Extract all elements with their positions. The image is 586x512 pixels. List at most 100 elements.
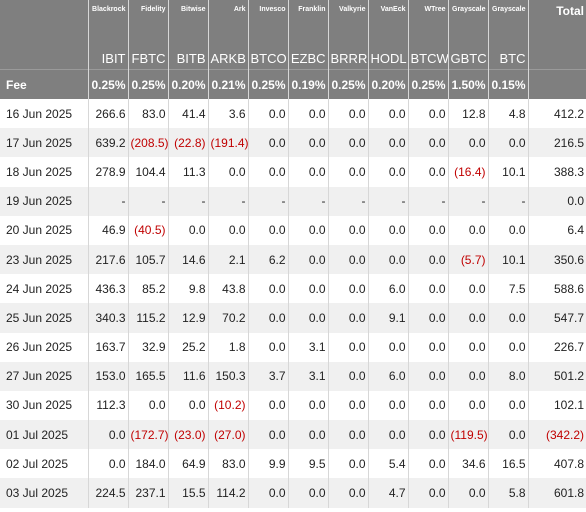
flow-cell: 0.0 [408, 274, 449, 304]
flow-cell: 0.0 [328, 478, 369, 508]
total-cell: 226.7 [528, 332, 586, 362]
flow-cell: (40.5) [128, 215, 169, 245]
flow-cell: 14.6 [168, 244, 209, 275]
date-cell: 25 Jun 2025 [0, 303, 89, 333]
flow-cell: 9.9 [248, 449, 289, 479]
date-cell: 03 Jul 2025 [0, 478, 89, 508]
total-cell: 501.2 [528, 361, 586, 391]
fee-cell: 0.15% [488, 69, 529, 99]
date-cell: 18 Jun 2025 [0, 157, 89, 187]
flow-cell: 4.8 [488, 99, 529, 129]
table-row: 02 Jul 2025 0.0 184.0 64.9 83.0 9.9 9.5 0.0 5.4 0… [0, 449, 586, 479]
flow-cell: 0.0 [288, 157, 329, 187]
flow-cell: 0.0 [408, 99, 449, 129]
total-cell: 388.3 [528, 157, 586, 187]
flow-cell: 0.0 [288, 390, 329, 421]
total-cell: 0.0 [528, 186, 586, 216]
flow-cell: 0.0 [368, 390, 409, 421]
flow-cell: 5.8 [488, 478, 529, 508]
flow-cell: (191.4) [208, 128, 249, 158]
date-cell: 23 Jun 2025 [0, 244, 89, 275]
flow-cell: 0.0 [248, 99, 289, 129]
fee-cell: 0.19% [288, 69, 329, 99]
table-row: 27 Jun 2025 153.0 165.5 11.6 150.3 3.7 3.1 0.0 6… [0, 361, 586, 391]
flow-cell: 114.2 [208, 478, 249, 508]
total-header: Total [528, 0, 586, 36]
flow-cell: (119.5) [448, 420, 489, 450]
flow-cell: 0.0 [168, 215, 209, 245]
flow-cell: 0.0 [328, 449, 369, 479]
flow-cell: 0.0 [408, 449, 449, 479]
flow-cell: 0.0 [288, 244, 329, 275]
ticker-header: GBTC [448, 36, 489, 70]
flow-cell: 266.6 [88, 99, 129, 129]
date-cell: 17 Jun 2025 [0, 128, 89, 158]
flow-cell: 6.0 [368, 274, 409, 304]
flow-cell: - [248, 186, 289, 216]
issuer-header: WTree [408, 0, 449, 36]
table-row: 30 Jun 2025 112.3 0.0 0.0 (10.2) 0.0 0.0 0.0 0.0… [0, 390, 586, 421]
flow-cell: 0.0 [288, 99, 329, 129]
flow-cell: 0.0 [448, 303, 489, 333]
flow-cell: 0.0 [488, 215, 529, 245]
flow-cell: 0.0 [408, 244, 449, 275]
flow-cell: 0.0 [408, 390, 449, 421]
flow-cell: 0.0 [288, 274, 329, 304]
flow-cell: 3.7 [248, 361, 289, 391]
fee-cell: 0.25% [328, 69, 369, 99]
flow-cell: 11.3 [168, 157, 209, 187]
date-cell: 20 Jun 2025 [0, 215, 89, 245]
flow-cell: 0.0 [488, 390, 529, 421]
flow-cell: 0.0 [168, 390, 209, 421]
flow-cell: 0.0 [248, 215, 289, 245]
date-cell: 30 Jun 2025 [0, 390, 89, 421]
flow-cell: 0.0 [488, 128, 529, 158]
flow-cell: 153.0 [88, 361, 129, 391]
ticker-total-blank [528, 36, 586, 70]
fee-row: Fee 0.25% 0.25% 0.20% 0.21% 0.25% 0.19% 0.25% 0.… [0, 69, 586, 99]
flow-cell: 10.1 [488, 157, 529, 187]
flow-cell: 0.0 [288, 420, 329, 450]
flow-cell: 0.0 [448, 128, 489, 158]
flow-cell: 2.1 [208, 244, 249, 275]
flow-cell: - [168, 186, 209, 216]
flow-cell: 237.1 [128, 478, 169, 508]
flow-cell: 0.0 [328, 157, 369, 187]
flow-cell: 8.0 [488, 361, 529, 391]
fee-cell: 0.25% [248, 69, 289, 99]
ticker-corner-cell [0, 36, 89, 70]
ticker-header: EZBC [288, 36, 329, 70]
flow-cell: 0.0 [368, 244, 409, 275]
issuer-header: Fidelity [128, 0, 169, 36]
issuer-header: Franklin [288, 0, 329, 36]
flow-cell: 0.0 [328, 215, 369, 245]
ticker-header: IBIT [88, 36, 129, 70]
table-row: 20 Jun 2025 46.9 (40.5) 0.0 0.0 0.0 0.0 0.0 0.0 0… [0, 215, 586, 245]
flow-cell: 0.0 [488, 303, 529, 333]
flow-cell: 0.0 [408, 215, 449, 245]
flow-cell: 25.2 [168, 332, 209, 362]
flow-cell: (22.8) [168, 128, 209, 158]
ticker-header: BTCO [248, 36, 289, 70]
issuer-header: Bitwise [168, 0, 209, 36]
total-cell: 547.7 [528, 303, 586, 333]
flow-cell: 1.8 [208, 332, 249, 362]
issuer-header: VanEck [368, 0, 409, 36]
flow-cell: 0.0 [408, 361, 449, 391]
flow-cell: 0.0 [328, 303, 369, 333]
flow-cell: 0.0 [328, 128, 369, 158]
date-cell: 27 Jun 2025 [0, 361, 89, 391]
flow-cell: 115.2 [128, 303, 169, 333]
total-cell: 102.1 [528, 390, 586, 421]
flow-cell: 0.0 [248, 332, 289, 362]
flow-cell: 0.0 [328, 390, 369, 421]
date-cell: 24 Jun 2025 [0, 274, 89, 304]
flow-cell: 0.0 [288, 303, 329, 333]
flow-cell: 3.1 [288, 361, 329, 391]
flow-cell: 0.0 [208, 215, 249, 245]
date-cell: 16 Jun 2025 [0, 99, 89, 129]
flow-cell: 150.3 [208, 361, 249, 391]
ticker-header-row: IBIT FBTC BITB ARKB BTCO EZBC BRRR HODL BTCW GBTC… [0, 36, 586, 70]
flow-cell: 83.0 [128, 99, 169, 129]
